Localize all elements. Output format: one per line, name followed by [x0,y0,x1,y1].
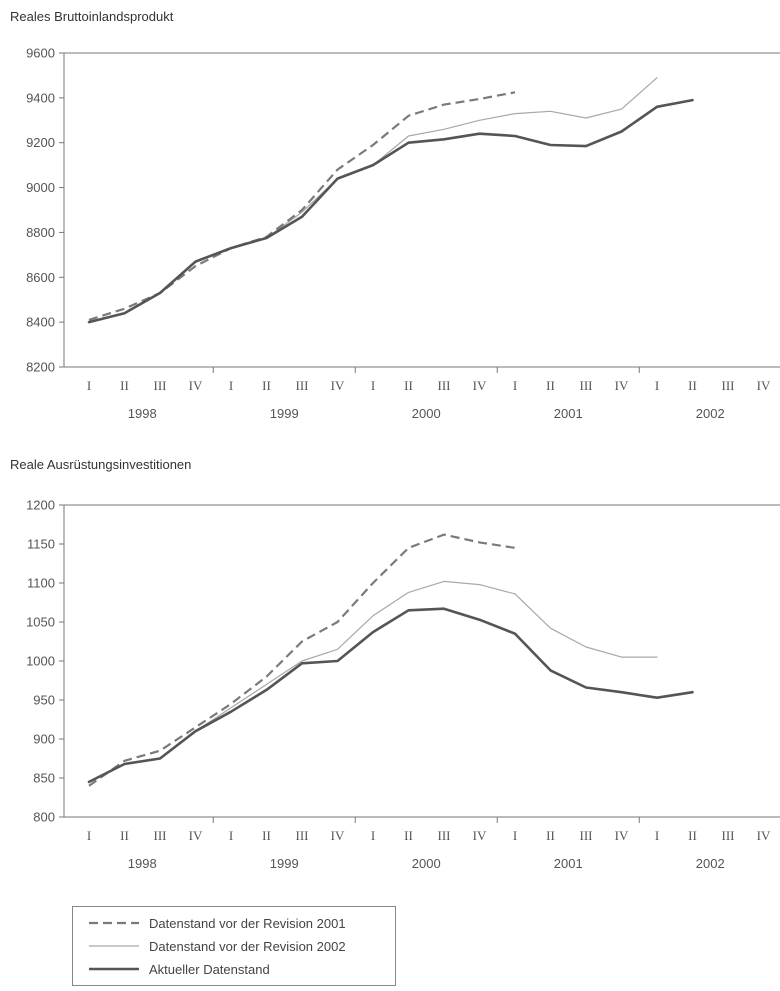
y-tick-label: 800 [33,810,55,825]
y-tick-label: 9200 [26,135,55,150]
x-quarter-label: II [120,828,129,843]
x-year-label: 1998 [128,856,157,871]
x-quarter-label: IV [189,828,203,843]
x-quarter-label: I [655,828,659,843]
x-quarter-label: III [722,828,735,843]
series-line-thick [87,98,694,324]
x-quarter-label: III [580,828,593,843]
y-tick-label: 8600 [26,270,55,285]
legend-swatch-thick [89,967,139,971]
x-year-label: 1998 [128,406,157,421]
x-quarter-label: II [404,378,413,393]
x-quarter-label: III [154,828,167,843]
x-quarter-label: IV [331,378,345,393]
x-year-label: 2000 [412,406,441,421]
y-tick-label: 850 [33,771,55,786]
x-quarter-label: III [580,378,593,393]
x-quarter-label: IV [615,378,629,393]
x-quarter-label: III [154,378,167,393]
x-quarter-label: IV [331,828,345,843]
x-quarter-label: I [229,378,233,393]
x-year-label: 2002 [696,856,725,871]
y-tick-label: 1050 [26,615,55,630]
x-quarter-label: IV [189,378,203,393]
y-tick-label: 1150 [27,537,55,552]
x-quarter-label: II [120,378,129,393]
legend-label: Datenstand vor der Revision 2001 [149,915,346,931]
x-year-label: 2000 [412,856,441,871]
x-quarter-label: II [546,378,555,393]
x-quarter-label: II [262,828,271,843]
x-quarter-label: II [688,378,697,393]
series-line-thin [88,77,658,323]
x-quarter-label: IV [615,828,629,843]
x-quarter-label: I [371,378,375,393]
x-quarter-label: I [371,828,375,843]
x-year-label: 1999 [270,856,299,871]
series-line-dashed [88,533,516,787]
y-tick-label: 900 [33,732,55,747]
x-quarter-label: III [438,828,451,843]
legend-label: Aktueller Datenstand [149,961,270,977]
x-year-label: 2002 [696,406,725,421]
legend-item-current: Aktueller Datenstand [87,959,270,979]
legend-label: Datenstand vor der Revision 2002 [149,938,346,954]
x-year-label: 1999 [270,406,299,421]
x-quarter-label: I [87,828,91,843]
legend-swatch-thin [89,945,139,947]
x-quarter-label: II [262,378,271,393]
x-quarter-label: I [655,378,659,393]
legend: Datenstand vor der Revision 2001 Datenst… [72,906,396,986]
x-quarter-label: I [513,828,517,843]
y-tick-label: 1100 [27,576,55,591]
x-quarter-label: I [229,828,233,843]
x-quarter-label: III [296,378,309,393]
legend-item-revision-2002: Datenstand vor der Revision 2002 [87,936,346,956]
x-quarter-label: II [546,828,555,843]
series-line-thick [87,607,694,784]
y-tick-label: 9000 [26,180,55,195]
x-year-label: 2001 [554,406,583,421]
y-tick-label: 950 [33,693,55,708]
chart-title-gdp: Reales Bruttoinlandsprodukt [10,9,174,24]
x-quarter-label: III [296,828,309,843]
y-tick-label: 8800 [26,225,55,240]
x-quarter-label: II [688,828,697,843]
legend-swatch-dashed [89,921,139,925]
x-quarter-label: IV [757,828,771,843]
x-quarter-label: IV [757,378,771,393]
y-tick-label: 8200 [26,360,55,375]
x-quarter-label: III [722,378,735,393]
x-quarter-label: II [404,828,413,843]
x-year-label: 2001 [554,856,583,871]
y-tick-label: 8400 [26,315,55,330]
y-tick-label: 9400 [26,90,55,105]
y-tick-label: 1000 [26,654,55,669]
y-tick-label: 9600 [26,46,55,61]
x-quarter-label: IV [473,378,487,393]
x-quarter-label: III [438,378,451,393]
legend-item-revision-2001: Datenstand vor der Revision 2001 [87,913,346,933]
chart-title-investment: Reale Ausrüstungsinvestitionen [10,457,192,472]
y-tick-label: 1200 [26,498,55,513]
series-line-dashed [88,91,516,321]
x-quarter-label: I [87,378,91,393]
x-quarter-label: IV [473,828,487,843]
x-quarter-label: I [513,378,517,393]
